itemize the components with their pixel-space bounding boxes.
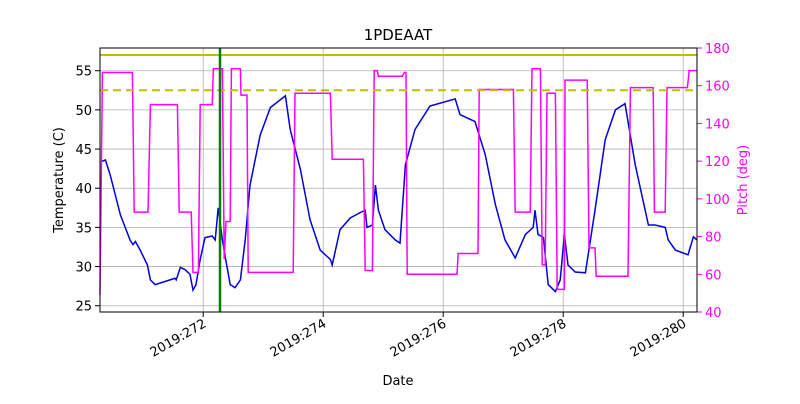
y2-tick-label: 100 — [705, 193, 730, 208]
y2-tick-label: 80 — [705, 231, 722, 246]
x-tick-label: 2019:272 — [148, 316, 209, 360]
y-axis-label: Temperature (C) — [52, 127, 67, 234]
x-tick-label: 2019:280 — [628, 316, 689, 360]
y2-tick-label: 60 — [705, 268, 722, 283]
x-axis-label: Date — [382, 374, 413, 389]
y2-tick-label: 140 — [705, 117, 730, 132]
y2-axis-label: Pitch (deg) — [736, 145, 751, 215]
y-tick-label: 35 — [75, 221, 92, 236]
y-tick-label: 45 — [75, 143, 92, 158]
y2-tick-label: 160 — [705, 80, 730, 95]
x-tick-label: 2019:278 — [508, 316, 569, 360]
y-tick-label: 50 — [75, 104, 92, 119]
x-tick-label: 2019:274 — [268, 316, 329, 360]
y2-tick-label: 180 — [705, 42, 730, 57]
chart-title: 1PDEAAT — [364, 26, 433, 44]
series-line — [99, 67, 697, 296]
series-line — [100, 94, 698, 293]
y2-tick-label: 120 — [705, 155, 730, 170]
y-tick-label: 40 — [75, 182, 92, 197]
x-tick-label: 2019:276 — [388, 316, 449, 360]
y-tick-label: 30 — [75, 261, 92, 276]
y2-tick-label: 40 — [705, 306, 722, 321]
y-tick-label: 55 — [75, 65, 92, 80]
y-tick-label: 25 — [75, 300, 92, 315]
plot-frame — [99, 47, 698, 313]
